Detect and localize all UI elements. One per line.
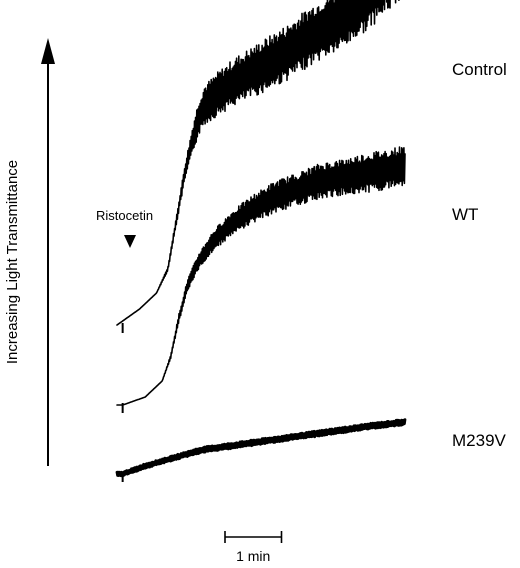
scale-bar: 1 min [224, 531, 283, 564]
series-label-control: Control [452, 60, 507, 79]
y-axis-label: Increasing Light Transmittance [4, 160, 21, 364]
ristocetin-marker-icon [124, 235, 136, 248]
trace-group [115, 0, 407, 482]
series-label-group: Control WT M239V [452, 60, 507, 450]
series-label-m239v: M239V [452, 431, 507, 450]
y-axis-arrowhead-icon [41, 38, 55, 64]
trace-wt [116, 146, 406, 406]
scale-bar-label: 1 min [236, 548, 270, 564]
trace-control [116, 0, 400, 326]
trace-m239v [115, 418, 407, 478]
series-label-wt: WT [452, 205, 478, 224]
ristocetin-label: Ristocetin [96, 208, 153, 223]
